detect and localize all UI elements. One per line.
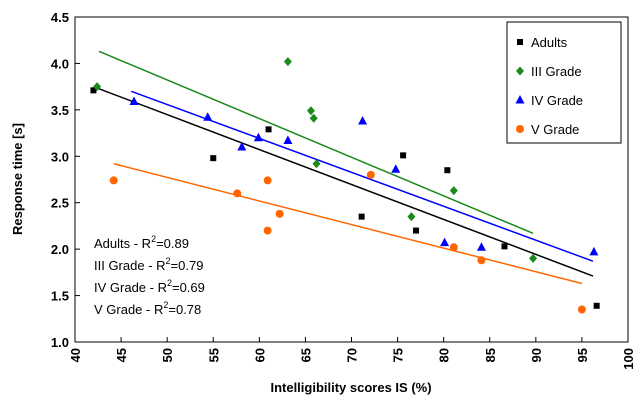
y-tick-label: 1.5 [51,289,69,304]
x-tick-label: 70 [345,348,360,362]
point-iv-grade [253,132,263,142]
x-tick-label: 85 [483,348,498,362]
x-tick-label: 45 [114,348,129,362]
y-tick-label: 1.0 [51,335,69,350]
point-iv-grade [358,116,368,125]
point-adults [400,152,407,159]
trendline-v-grade [113,162,583,285]
point-v-grade [366,170,375,179]
x-tick-label: 95 [575,348,590,362]
point-iv-grade [391,164,401,173]
point-adults [444,167,451,174]
point-v-grade [577,305,586,314]
x-tick-label: 60 [252,348,267,362]
point-adults [593,302,600,309]
x-tick-label: 40 [68,348,83,362]
point-iv-grade [283,135,293,144]
data-markers [90,57,600,314]
x-tick-label: 75 [391,348,406,362]
r-squared-annotations: Adults - R2=0.89 III Grade - R2=0.79 IV Gr… [94,234,205,317]
point-adults [501,243,508,250]
x-tick-label: 65 [298,348,313,362]
y-tick-label: 3.0 [51,149,69,164]
point-v-grade [449,243,458,252]
point-iii-grade [93,82,102,92]
point-adults [210,155,217,162]
trendline-iii-grade [98,50,534,235]
legend: Adults III Grade IV Grade V Grade [506,21,622,144]
point-iii-grade [283,57,292,67]
legend-marker-adults [517,39,523,45]
point-iii-grade [312,159,321,169]
x-tick-label: 50 [160,348,175,362]
point-iv-grade [476,242,486,251]
point-iii-grade [306,106,315,116]
point-iv-grade [440,237,450,247]
point-adults [90,87,97,94]
point-iv-grade [237,142,247,151]
point-adults [413,227,420,234]
point-v-grade [263,176,272,185]
point-adults [265,126,272,133]
point-adults [358,213,365,220]
y-axis: 1.0 1.5 2.0 2.5 3.0 3.5 4.0 4.5 [51,10,80,350]
r-squared-label: Adults - R2=0.89 [94,234,189,251]
x-tick-label: 80 [437,348,452,362]
legend-label: Adults [531,35,568,50]
y-tick-label: 4.5 [51,10,69,25]
point-iii-grade [529,253,538,263]
y-tick-label: 3.5 [51,103,69,118]
legend-box [506,21,622,144]
y-axis-title: Response time [s] [10,123,25,235]
point-iv-grade [203,112,213,121]
point-v-grade [275,209,284,218]
x-tick-label: 100 [621,348,634,370]
r-squared-label: V Grade - R2=0.78 [94,300,201,317]
y-tick-label: 4.0 [51,56,69,71]
point-v-grade [263,226,272,235]
point-iii-grade [449,186,458,196]
y-tick-label: 2.5 [51,196,69,211]
point-iii-grade [407,212,416,222]
point-iv-grade [589,246,599,256]
legend-marker-iv-grade [515,95,525,104]
point-iii-grade [309,113,318,123]
x-axis-title: Intelligibility scores IS (%) [270,380,431,395]
r-squared-label: III Grade - R2=0.79 [94,256,203,273]
r-squared-label: IV Grade - R2=0.69 [94,278,205,295]
point-v-grade [477,256,486,265]
trendline-adults [93,85,594,277]
trendlines [93,50,594,285]
y-tick-label: 2.0 [51,242,69,257]
x-tick-label: 55 [206,348,221,362]
legend-marker-iii-grade [516,66,524,76]
x-axis: 40 45 50 55 60 65 70 75 80 85 90 95 100 [68,337,634,370]
legend-label: V Grade [531,122,579,137]
legend-label: III Grade [531,64,582,79]
point-v-grade [233,189,242,198]
point-iv-grade [129,96,139,105]
x-tick-label: 90 [529,348,544,362]
legend-marker-v-grade [516,125,524,133]
legend-label: IV Grade [531,93,583,108]
point-v-grade [109,176,118,185]
